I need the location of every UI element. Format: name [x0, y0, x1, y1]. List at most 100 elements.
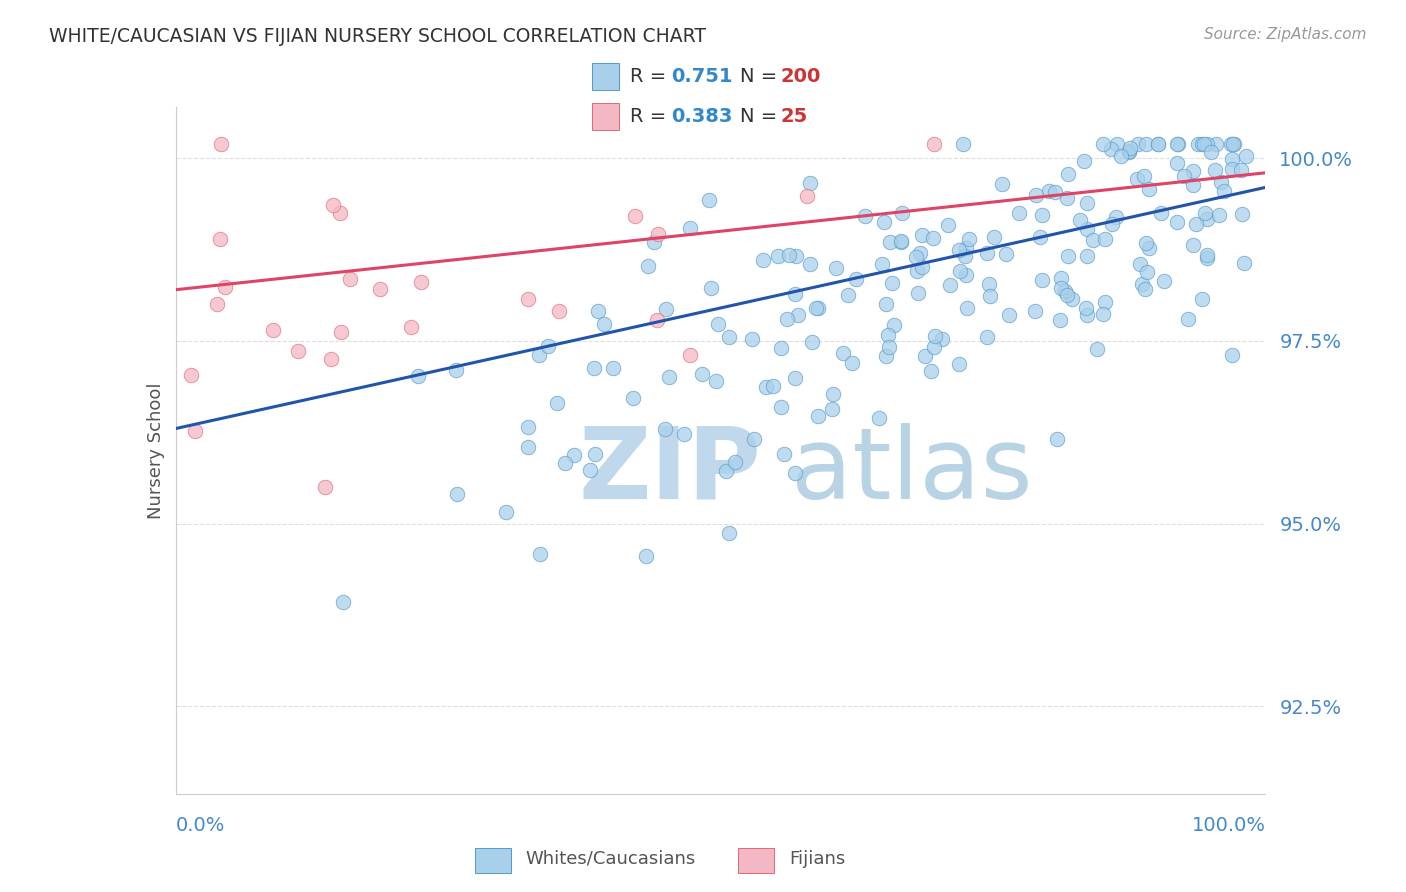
Point — [205, 297, 228, 311]
Point — [1049, 313, 1071, 327]
Text: 0.751: 0.751 — [671, 67, 733, 86]
Point — [1223, 136, 1246, 151]
Point — [717, 526, 740, 541]
Point — [1101, 217, 1123, 231]
Text: 100.0%: 100.0% — [1191, 816, 1265, 835]
Point — [1205, 136, 1227, 151]
Point — [804, 301, 827, 316]
Text: 25: 25 — [780, 107, 808, 126]
Point — [922, 341, 945, 355]
Point — [1219, 136, 1241, 151]
Point — [744, 432, 766, 446]
Point — [922, 231, 945, 245]
Point — [807, 409, 830, 423]
Point — [991, 177, 1014, 191]
Point — [1137, 241, 1160, 255]
Point — [872, 257, 894, 271]
Point — [624, 209, 647, 223]
Point — [1146, 136, 1168, 151]
Point — [1056, 287, 1078, 301]
Point — [1076, 196, 1098, 211]
Point — [891, 205, 914, 219]
Point — [1043, 186, 1066, 200]
Point — [1137, 182, 1160, 196]
Text: 0.383: 0.383 — [671, 107, 733, 126]
Point — [1220, 348, 1243, 362]
Point — [1038, 184, 1060, 198]
Point — [1194, 206, 1216, 220]
Point — [444, 362, 467, 376]
Point — [583, 361, 606, 376]
Point — [868, 411, 890, 425]
Point — [184, 424, 207, 438]
Point — [770, 401, 793, 415]
Point — [911, 260, 934, 275]
Point — [823, 386, 845, 401]
Point — [637, 259, 659, 273]
Point — [1220, 162, 1243, 177]
Point — [783, 466, 806, 480]
Point — [679, 220, 702, 235]
Text: N =: N = — [740, 67, 783, 86]
Point — [1166, 136, 1188, 151]
Point — [1135, 136, 1157, 151]
Point — [322, 198, 344, 212]
Point — [546, 396, 568, 410]
Point — [1053, 284, 1076, 298]
Point — [879, 235, 901, 249]
Point — [643, 235, 665, 249]
Point — [948, 358, 970, 372]
Point — [908, 245, 931, 260]
Point — [562, 448, 585, 462]
Text: Whites/Caucasians: Whites/Caucasians — [526, 849, 696, 868]
Point — [1229, 162, 1251, 177]
Point — [778, 248, 800, 262]
Point — [976, 330, 998, 344]
Point — [1076, 249, 1098, 263]
Point — [1232, 255, 1254, 269]
Text: Source: ZipAtlas.com: Source: ZipAtlas.com — [1204, 27, 1367, 42]
Point — [825, 261, 848, 276]
Point — [1008, 205, 1031, 219]
Point — [330, 326, 353, 340]
Point — [368, 283, 391, 297]
Point — [700, 280, 723, 294]
Point — [799, 257, 821, 271]
Point — [1085, 342, 1108, 356]
Point — [976, 245, 998, 260]
Point — [776, 312, 799, 326]
Text: 200: 200 — [780, 67, 821, 86]
Point — [832, 346, 855, 360]
Point — [796, 189, 818, 203]
Point — [399, 320, 422, 334]
Point — [1220, 153, 1243, 167]
Point — [1208, 209, 1230, 223]
Point — [554, 456, 576, 470]
Point — [517, 292, 540, 306]
Point — [588, 304, 610, 318]
FancyBboxPatch shape — [738, 847, 773, 872]
Point — [1187, 136, 1209, 151]
Point — [1046, 432, 1069, 446]
Point — [406, 368, 429, 383]
Point — [332, 595, 354, 609]
Point — [785, 287, 807, 301]
Point — [785, 249, 807, 263]
Point — [529, 348, 551, 362]
Point — [957, 232, 980, 246]
FancyBboxPatch shape — [475, 847, 510, 872]
Point — [1094, 294, 1116, 309]
Point — [773, 448, 796, 462]
Point — [1109, 149, 1132, 163]
Point — [1024, 303, 1046, 318]
Point — [1069, 213, 1091, 227]
Point — [1076, 301, 1098, 316]
Point — [634, 549, 657, 563]
Point — [948, 243, 970, 257]
Point — [770, 341, 793, 355]
Point — [1182, 237, 1205, 252]
Point — [883, 318, 905, 333]
Point — [329, 206, 352, 220]
Point — [762, 378, 785, 392]
Point — [1167, 136, 1189, 151]
